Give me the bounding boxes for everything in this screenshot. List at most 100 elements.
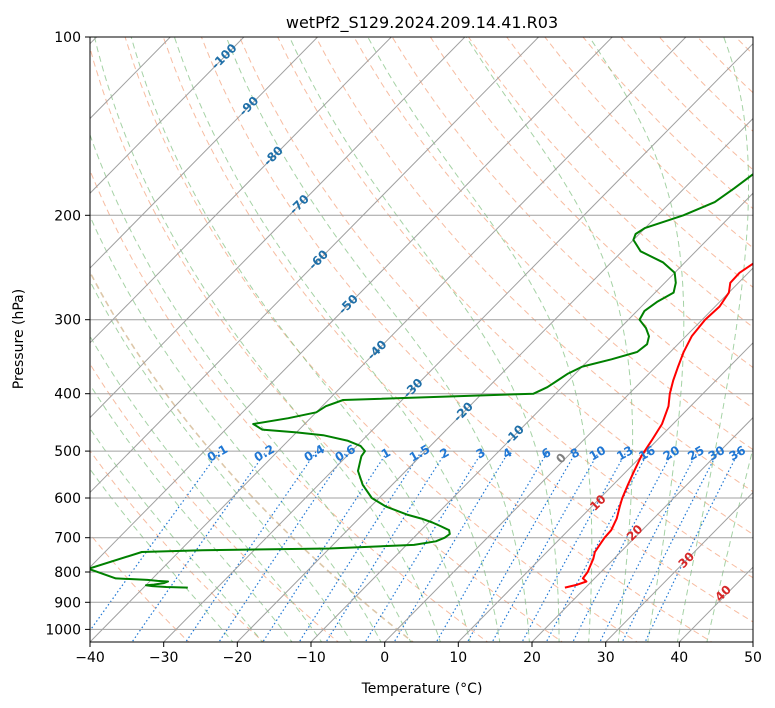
x-tick-label: −10 — [296, 650, 326, 666]
x-tick-label: 10 — [449, 650, 467, 666]
x-tick-label: 30 — [597, 650, 615, 666]
pressure-gridlines — [90, 37, 753, 630]
x-tick-label: −40 — [75, 650, 105, 666]
dry-adiabat-line — [468, 37, 753, 328]
moist-adiabat-line — [367, 37, 593, 642]
mixing-ratio-label: 4 — [500, 445, 514, 461]
moist-adiabat-line — [289, 37, 560, 642]
mixing-ratio-line — [364, 450, 484, 642]
moist-adiabat-line — [706, 446, 753, 642]
y-tick-label: 400 — [54, 387, 81, 403]
dry-adiabat-line — [162, 37, 713, 642]
isotherm-line — [90, 37, 393, 344]
dry-adiabat-line — [353, 37, 753, 451]
mixing-ratio-line — [185, 450, 317, 642]
mixing-ratio-label: 0.2 — [252, 442, 277, 465]
moist-adiabat-line — [90, 427, 264, 642]
y-tick-label: 1000 — [45, 622, 81, 638]
mixing-ratio-line — [298, 450, 423, 642]
isotherm-line — [752, 641, 753, 642]
isotherm-line — [531, 416, 753, 642]
isotherm-line — [162, 42, 753, 642]
dry-adiabat-line — [620, 37, 753, 171]
isotherm-line — [90, 37, 319, 269]
x-axis: −40 −30 −20 −10 0 10 20 30 40 50 — [75, 642, 762, 666]
moist-adiabat-line — [90, 133, 412, 642]
moist-adiabat-line — [173, 37, 501, 642]
dry-adiabat-line — [90, 449, 265, 642]
y-tick-label: 300 — [54, 313, 81, 329]
x-tick-label: −20 — [223, 650, 253, 666]
moist-adiabat-label: 20 — [624, 522, 646, 544]
isotherm-line — [90, 37, 540, 494]
mixing-ratio-line — [572, 450, 674, 642]
dry-adiabat-line — [697, 37, 753, 94]
isotherm-line — [678, 566, 753, 642]
y-tick-label: 700 — [54, 531, 81, 547]
dry-adiabat-line — [277, 37, 753, 535]
y-tick-label: 600 — [54, 491, 81, 507]
dry-adiabat-line — [506, 37, 753, 288]
x-tick-label: 50 — [744, 650, 762, 666]
dry-adiabat-line — [239, 37, 753, 579]
mixing-ratio-label: 36 — [727, 443, 748, 463]
background-lines — [90, 37, 753, 642]
y-tick-label: 800 — [54, 565, 81, 581]
y-tick-label: 200 — [54, 208, 81, 224]
dry-adiabat-line — [429, 37, 753, 369]
moist-adiabat-label: 0 — [553, 450, 569, 466]
moist-adiabat-line — [90, 383, 293, 642]
isotherm-line — [457, 342, 753, 642]
moist-adiabat-line — [90, 468, 234, 642]
chart-title: wetPf2_S129.2024.209.14.41.R03 — [286, 13, 558, 33]
moist-adiabat-label: 40 — [712, 582, 734, 604]
isotherm-line — [90, 37, 172, 120]
y-tick-label: 500 — [54, 444, 81, 460]
moist-adiabat-line — [94, 37, 441, 642]
mixing-ratio-label: 3 — [474, 445, 488, 461]
isotherm-line — [90, 37, 245, 194]
sounding-series — [90, 172, 753, 589]
moist-adiabat-label: 10 — [587, 492, 609, 514]
isotherm-line — [90, 37, 687, 642]
isotherm-line — [90, 37, 466, 419]
dry-adiabat-line — [735, 37, 753, 56]
dewpoint-line — [90, 172, 753, 589]
temperature-line — [564, 262, 753, 589]
plot-frame — [89, 36, 754, 643]
x-tick-label: 20 — [523, 650, 541, 666]
y-tick-label: 900 — [54, 595, 81, 611]
mixing-ratio-label: 1.5 — [407, 442, 432, 465]
moist-adiabat-line — [90, 335, 323, 642]
mixing-ratio-label: 0.4 — [302, 442, 327, 465]
mixing-ratio-label: 1 — [379, 445, 393, 461]
mixing-ratio-line — [262, 450, 389, 642]
x-tick-label: −30 — [149, 650, 179, 666]
moist-adiabat-line — [90, 214, 382, 642]
mixing-ratio-label: 30 — [706, 443, 727, 463]
mixing-ratio-line — [325, 450, 447, 642]
isotherm-line — [310, 192, 753, 642]
dry-adiabat-line — [582, 37, 753, 210]
dry-adiabat-line — [315, 37, 753, 493]
mixing-ratio-label: 20 — [661, 443, 682, 463]
x-tick-label: 40 — [670, 650, 688, 666]
mixing-ratio-line — [435, 450, 549, 642]
mixing-ratio-line — [131, 450, 267, 642]
isotherm-line — [90, 37, 614, 568]
mixing-ratio-label: 6 — [539, 445, 553, 461]
y-tick-label: 100 — [54, 30, 81, 46]
x-axis-label: Temperature (°C) — [361, 681, 483, 697]
y-axis-label: Pressure (hPa) — [11, 289, 27, 389]
dry-adiabat-line — [90, 46, 564, 642]
mixing-ratio-label: 8 — [568, 445, 582, 461]
x-tick-label: 0 — [380, 650, 389, 666]
isotherm-line — [383, 267, 753, 642]
isotherm-line — [604, 491, 753, 642]
mixing-ratio-line — [218, 450, 348, 642]
isotherm-line — [236, 117, 753, 642]
mixing-ratio-line — [599, 450, 699, 642]
inline-labels: -100-90-80-70-60-50-40-30-20-100.1 0.2 0.4… — [205, 41, 748, 604]
mixing-ratio-label: 0.6 — [333, 442, 358, 465]
